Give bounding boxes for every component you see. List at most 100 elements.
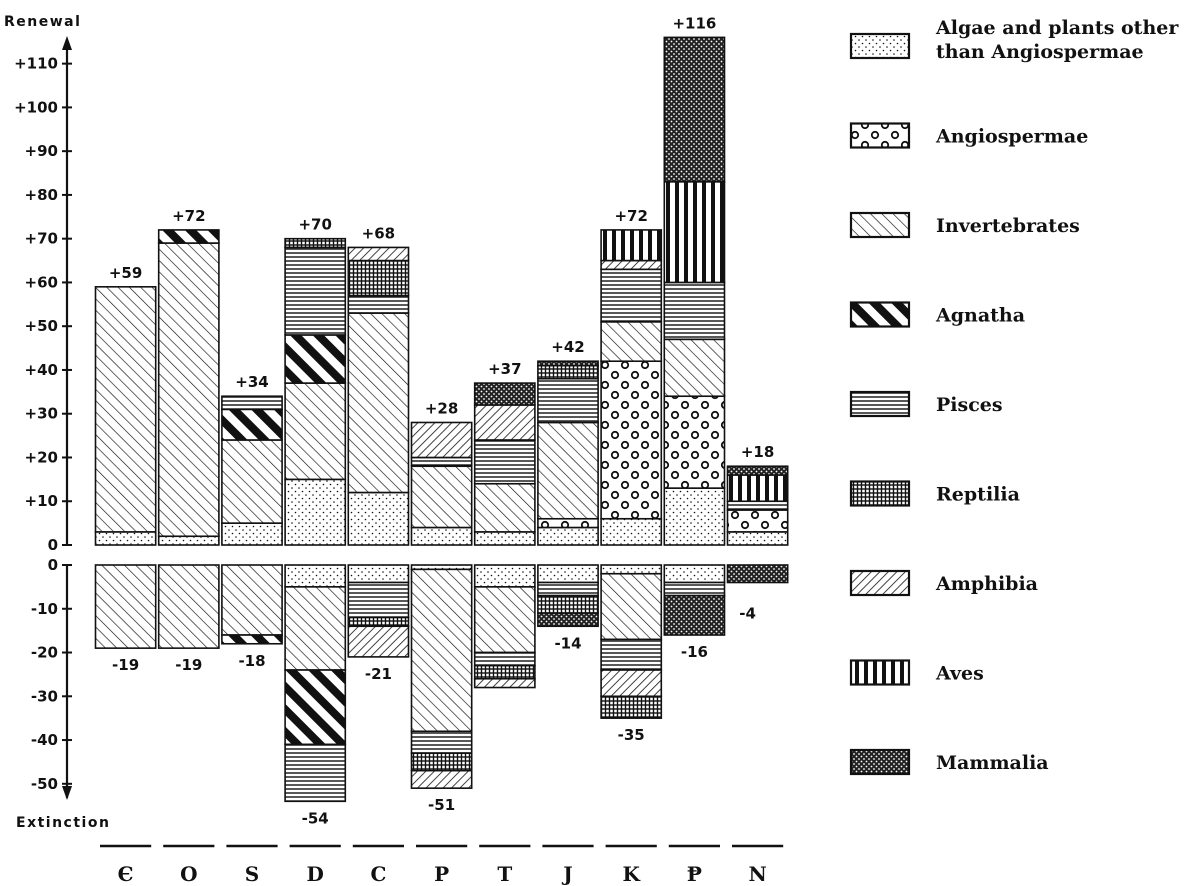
y-tick-label: -20 — [31, 644, 58, 662]
y-tick-label: +90 — [25, 142, 58, 160]
bar-segment-reptilia — [600, 695, 663, 719]
extinction-total-label: -35 — [618, 726, 645, 744]
legend-label: Reptilia — [936, 484, 1020, 506]
legend-swatch-algae — [849, 32, 911, 60]
legend-swatch-angiospermae — [849, 122, 911, 149]
bar-segment-pisces — [410, 456, 473, 468]
y-tick-label: +50 — [25, 317, 58, 335]
axes: +110+100+90+80+70+60+50+40+30+20+1000-10… — [14, 36, 72, 800]
bar-segment-algae — [726, 531, 789, 546]
bar-segment-invertebrates — [221, 439, 283, 524]
x-tick-label: T — [497, 862, 512, 886]
x-tick-label: S — [245, 862, 259, 886]
bar-segment-algae — [410, 526, 473, 546]
extinction-total-label: -14 — [554, 634, 581, 652]
bar-segment-invertebrates — [410, 568, 473, 733]
legend-swatch-invertebrates — [849, 211, 911, 239]
renewal-total-label: +34 — [235, 373, 268, 391]
bar-segment-pisces — [284, 246, 347, 336]
legend-label: Mammalia — [936, 752, 1049, 774]
bar-segment-angiospermae — [600, 360, 663, 520]
bar-segment-algae — [473, 531, 536, 546]
renewal-total-label: +116 — [672, 14, 716, 32]
y-tick-label: 0 — [48, 556, 58, 574]
bar-segment-agnatha — [157, 229, 220, 244]
bar-segment-invertebrates — [600, 321, 663, 363]
bar-segment-reptilia — [537, 594, 599, 614]
bar-segment-amphibia — [473, 404, 536, 441]
bar-segment-pisces — [473, 439, 536, 485]
renewal-total-label: +42 — [551, 338, 584, 356]
bar-segment-invertebrates — [537, 421, 599, 520]
bar-segment-amphibia — [473, 677, 536, 689]
legend-swatch-reptilia — [849, 480, 911, 507]
y-tick-label: +20 — [25, 448, 58, 466]
legend-swatch-aves — [849, 659, 911, 686]
x-tick-label: P — [434, 862, 449, 886]
extinction-total-label: -21 — [365, 665, 392, 683]
bar-segment-mammalia — [663, 594, 726, 636]
legend-swatch-amphibia — [849, 569, 911, 597]
y-tick-label: -10 — [31, 600, 58, 618]
bar-segment-amphibia — [600, 669, 663, 698]
legend-label: Aves — [935, 663, 984, 685]
bar-segment-algae — [537, 526, 599, 546]
x-tick-label: K — [623, 862, 641, 886]
bar-segment-pisces — [284, 743, 347, 803]
bar-segment-reptilia — [410, 752, 473, 772]
bar-segment-invertebrates — [94, 286, 157, 533]
bar-segment-invertebrates — [347, 312, 410, 494]
x-tick-label: Є — [118, 862, 134, 886]
y-tick-label: +40 — [25, 361, 58, 379]
extinction-total-label: -51 — [428, 796, 455, 814]
bar-segment-agnatha — [284, 334, 347, 384]
legend-label: Invertebrates — [936, 215, 1080, 237]
bar-segment-angiospermae — [663, 395, 726, 489]
y-tick-label: +30 — [25, 405, 58, 423]
bar-segment-amphibia — [410, 769, 473, 789]
extinction-total-label: -4 — [739, 605, 756, 623]
bar-segment-reptilia — [473, 664, 536, 680]
bar-segment-algae — [473, 564, 536, 588]
bar-segment-pisces — [663, 581, 726, 597]
bar-segment-invertebrates — [157, 564, 220, 649]
bar-segment-invertebrates — [473, 586, 536, 654]
extinction-total-label: -18 — [238, 652, 265, 670]
bar-segment-amphibia — [600, 259, 663, 271]
x-tick-label: O — [180, 862, 197, 886]
legend-label: Pisces — [936, 394, 1003, 416]
x-tick-label: N — [748, 862, 766, 886]
legend-label: Amphibia — [935, 573, 1038, 595]
y-tick-label: -40 — [31, 731, 58, 749]
y-tick-label: +70 — [25, 230, 58, 248]
y-tick-label: -30 — [31, 687, 58, 705]
bar-segment-amphibia — [347, 246, 410, 262]
bar-segment-reptilia — [537, 364, 599, 380]
bar-segment-invertebrates — [410, 465, 473, 529]
bar-segment-aves — [726, 474, 789, 503]
bar-segment-amphibia — [347, 625, 410, 658]
y-tick-label: +80 — [25, 186, 58, 204]
bar-segment-pisces — [537, 377, 599, 424]
bar-segment-pisces — [221, 395, 283, 411]
extinction-total-label: -19 — [175, 656, 202, 674]
bar-segment-mammalia — [537, 360, 599, 367]
bar-segment-pisces — [726, 500, 789, 511]
bar-segment-reptilia — [347, 259, 410, 297]
renewal-total-label: +68 — [362, 224, 395, 242]
bar-segment-mammalia — [726, 564, 789, 584]
renewal-total-label: +28 — [425, 399, 458, 417]
legend-swatch-mammalia — [849, 748, 911, 776]
bar-segment-invertebrates — [473, 482, 536, 533]
bar-segment-invertebrates — [663, 338, 726, 398]
bar-segment-mammalia — [537, 612, 599, 628]
bar-segment-algae — [284, 478, 347, 546]
bar-segment-invertebrates — [94, 564, 157, 649]
bar-segment-pisces — [663, 281, 726, 341]
bar-segment-reptilia — [347, 616, 410, 628]
bar-segment-invertebrates — [284, 382, 347, 481]
y-axis-arrow-down — [62, 786, 72, 800]
